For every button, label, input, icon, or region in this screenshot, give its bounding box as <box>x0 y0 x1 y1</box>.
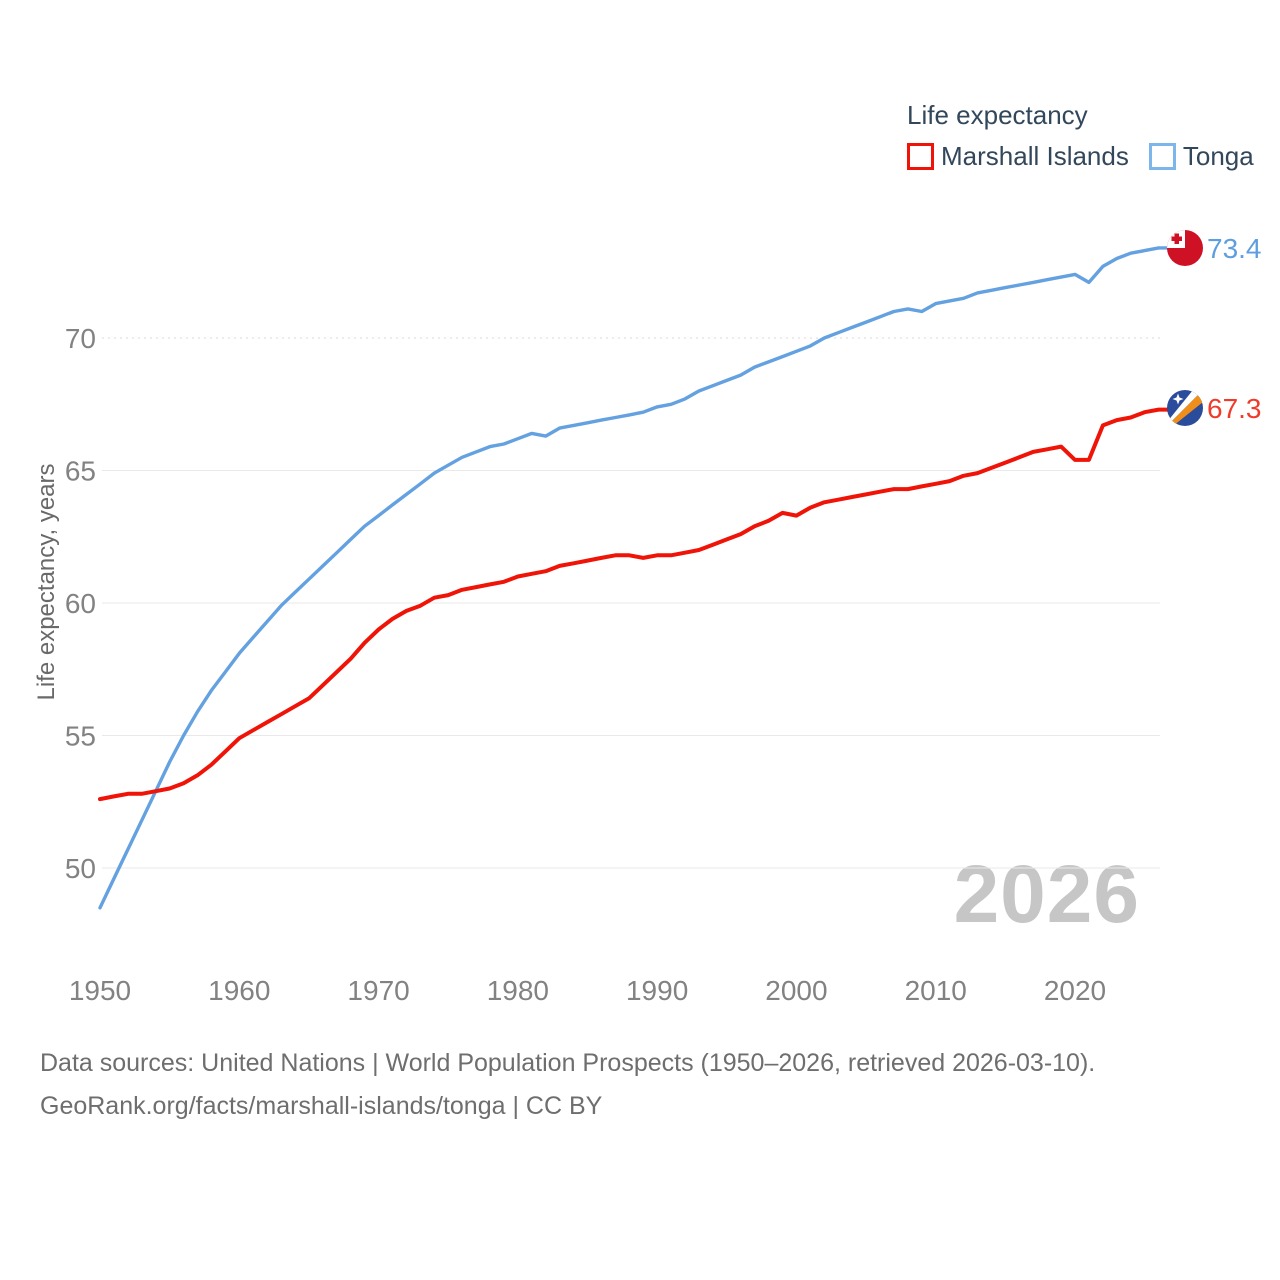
footer: Data sources: United Nations | World Pop… <box>40 1042 1095 1128</box>
marshall-islands-line <box>98 407 1170 802</box>
legend-row: Marshall Islands Tonga <box>907 141 1254 172</box>
gridlines <box>102 337 1160 869</box>
y-tick-label: 55 <box>65 721 96 752</box>
legend-label-tonga[interactable]: Tonga <box>1182 141 1254 171</box>
tonga-line <box>98 246 1170 910</box>
tonga-flag-icon <box>1167 230 1203 266</box>
y-tick-label: 60 <box>65 588 96 619</box>
x-tick-label: 1970 <box>347 975 409 1006</box>
y-tick-label: 70 <box>65 323 96 354</box>
tonga-end-value: 73.4 <box>1207 233 1262 264</box>
x-tick-label: 1980 <box>487 975 549 1006</box>
series-lines <box>98 246 1170 910</box>
attribution-line: GeoRank.org/facts/marshall-islands/tonga… <box>40 1092 603 1120</box>
x-tick-label: 2000 <box>765 975 827 1006</box>
y-tick-label: 50 <box>65 853 96 884</box>
axis-tick-labels: 50 55 60 65 70 1950 1960 1970 1980 1990 2000 2010 20… <box>65 323 1106 1006</box>
watermark-year: 2026 <box>953 849 1140 940</box>
x-tick-label: 2010 <box>905 975 967 1006</box>
y-axis-title: Life expectancy, years <box>33 463 60 701</box>
legend: Life expectancy Marshall Islands Tonga <box>907 100 1254 172</box>
tonga-legend-checkbox[interactable] <box>1148 143 1176 170</box>
legend-title: Life expectancy <box>907 100 1088 130</box>
x-tick-label: 1960 <box>208 975 270 1006</box>
marshall-islands-flag-icon <box>1167 390 1203 426</box>
x-tick-label: 1990 <box>626 975 688 1006</box>
y-tick-label: 65 <box>65 456 96 487</box>
legend-label-marshall-islands[interactable]: Marshall Islands <box>941 141 1129 171</box>
x-tick-label: 1950 <box>69 975 131 1006</box>
data-sources-line: Data sources: United Nations | World Pop… <box>40 1049 1096 1077</box>
marshall-islands-legend-checkbox[interactable] <box>907 143 934 170</box>
x-tick-label: 2020 <box>1044 975 1106 1006</box>
line-chart: 50 55 60 65 70 1950 1960 1970 1980 1990 2000 2010 20… <box>65 230 1262 1006</box>
marshall-islands-end-value: 67.3 <box>1207 393 1262 424</box>
